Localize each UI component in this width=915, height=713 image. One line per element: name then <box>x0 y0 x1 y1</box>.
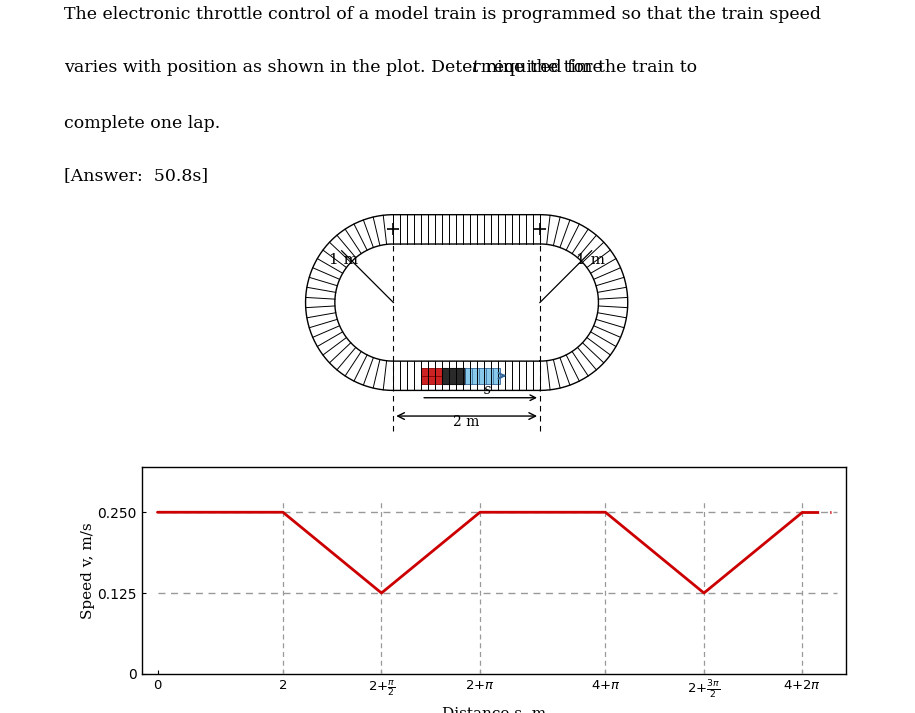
Text: complete one lap.: complete one lap. <box>64 115 221 132</box>
Bar <box>428 376 435 384</box>
Polygon shape <box>306 215 628 391</box>
X-axis label: Distance s, m: Distance s, m <box>442 707 546 713</box>
Bar <box>435 368 442 376</box>
Bar <box>465 368 501 384</box>
Text: 1 m: 1 m <box>576 253 605 267</box>
Text: 2 m: 2 m <box>454 414 479 429</box>
Text: 1 m: 1 m <box>328 253 358 267</box>
Text: t: t <box>471 59 479 76</box>
Bar <box>435 376 442 384</box>
Text: [Answer:  50.8s]: [Answer: 50.8s] <box>64 167 209 184</box>
Text: s: s <box>484 383 491 397</box>
Bar <box>421 376 428 384</box>
Bar <box>421 368 428 376</box>
Text: varies with position as shown in the plot. Determine the time: varies with position as shown in the plo… <box>64 59 608 76</box>
Bar <box>442 368 465 384</box>
Text: The electronic throttle control of a model train is programmed so that the train: The electronic throttle control of a mod… <box>64 6 821 23</box>
Y-axis label: Speed v, m/s: Speed v, m/s <box>81 522 94 619</box>
Text: required for the train to: required for the train to <box>480 59 697 76</box>
Bar <box>428 368 435 376</box>
